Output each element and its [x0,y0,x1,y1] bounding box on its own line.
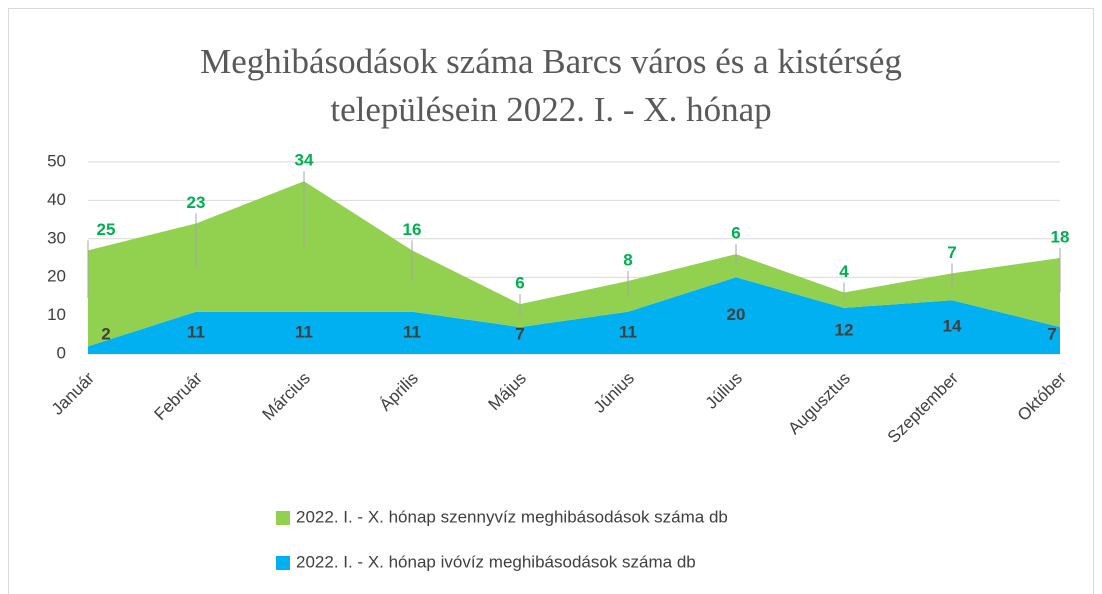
data-label: 6 [731,224,740,243]
y-tick-label: 20 [47,267,66,286]
x-tick-label: Január [48,368,98,418]
x-tick-label: Szeptember [884,368,962,446]
data-label: 7 [515,324,524,343]
data-label: 11 [295,322,313,341]
data-label: 12 [835,320,854,339]
data-label: 20 [727,305,746,324]
chart-title: Meghibásodások száma Barcs város és a ki… [200,42,902,129]
y-tick-label: 40 [47,190,66,209]
y-tick-label: 30 [47,228,66,247]
data-label: 11 [619,322,637,341]
data-label: 14 [943,317,962,336]
data-label: 8 [623,251,632,270]
x-tick-label: Május [484,369,530,415]
y-tick-label: 10 [47,305,66,324]
x-tick-label: Augusztus [784,369,854,439]
data-label: 18 [1051,227,1070,246]
data-label: 11 [403,322,421,341]
x-tick-label: Március [258,369,314,425]
data-label: 16 [403,220,422,239]
data-label: 34 [295,151,314,170]
x-tick-label: Április [376,369,422,415]
data-label: 7 [947,243,956,262]
x-tick-label: Október [1014,368,1070,424]
data-label: 11 [187,322,205,341]
chart-border [8,8,1094,594]
area [88,277,1060,354]
legend-label: 2022. I. - X. hónap ivóvíz meghibásodáso… [296,552,696,571]
x-tick-label: Július [702,369,746,413]
data-label: 25 [97,220,116,239]
x-tick-label: Február [150,368,206,424]
y-tick-label: 0 [57,343,66,362]
data-label: 23 [187,193,206,212]
data-label: 2 [101,324,110,343]
legend-swatch [276,556,290,570]
x-tick-label: Június [590,369,638,417]
y-tick-label: 50 [47,151,66,170]
data-label: 6 [515,274,524,293]
data-label: 4 [839,262,849,281]
data-label: 7 [1047,324,1056,343]
legend-swatch [276,511,290,525]
legend-label: 2022. I. - X. hónap szennyvíz meghibásod… [296,507,728,526]
area [88,181,1060,347]
